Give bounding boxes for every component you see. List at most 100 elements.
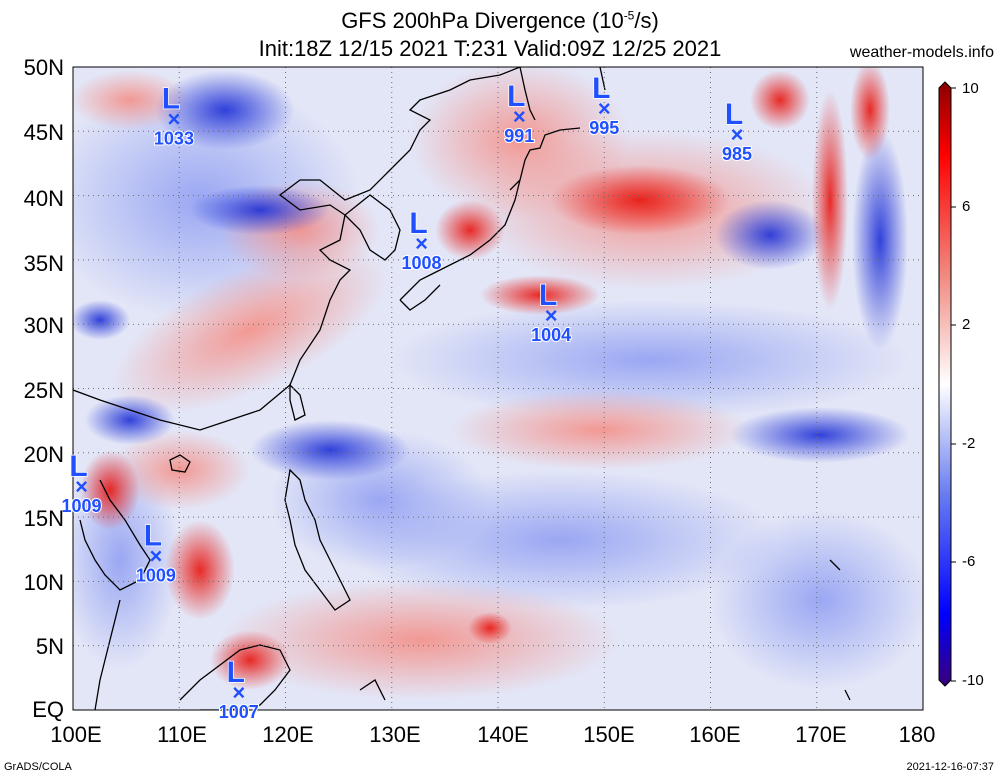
lat-label-10n: 10N — [23, 570, 64, 595]
field-core — [190, 185, 330, 235]
field-core — [85, 395, 175, 445]
pressure-low: L×985 — [721, 97, 753, 165]
field-core — [250, 420, 410, 480]
lat-label-25n: 25N — [23, 378, 64, 403]
field-core — [73, 300, 130, 340]
coastlines — [73, 67, 851, 710]
low-pressure-value: 1009 — [61, 496, 101, 516]
map-subtitle: Init:18Z 12/15 2021 T:231 Valid:09Z 12/2… — [0, 36, 1000, 62]
low-center-marker: × — [168, 106, 181, 131]
field-core — [750, 70, 810, 130]
render-timestamp: 2021-12-16-07:37 — [906, 761, 994, 773]
low-center-marker: × — [545, 303, 558, 328]
low-pressure-value: 1009 — [136, 566, 176, 586]
field-core — [550, 165, 730, 235]
field-patch — [390, 300, 910, 420]
indochina-coast — [79, 479, 151, 591]
field-core — [852, 130, 908, 350]
low-symbol: L — [592, 72, 610, 105]
field-core — [812, 90, 848, 310]
lon-label-160e: 160E — [689, 722, 741, 747]
lat-label-5n: 5N — [35, 634, 64, 659]
japan-coast — [399, 127, 581, 311]
map-subtitle-text: Init:18Z 12/15 2021 T:231 Valid:09Z 12/2… — [258, 36, 722, 61]
field-core — [730, 407, 910, 463]
low-pressure-value: 1004 — [531, 325, 571, 345]
pressure-low: L×1033 — [153, 82, 195, 150]
map-title-main: GFS 200hPa Divergence (10 — [341, 8, 624, 33]
field-core — [715, 200, 825, 270]
pressure-low: L×1007 — [218, 655, 260, 723]
low-center-marker: × — [731, 122, 744, 147]
low-pressure-value: 991 — [504, 126, 534, 146]
lon-label-120e: 120E — [262, 722, 314, 747]
map-title-exponent: -5 — [623, 8, 635, 23]
pressure-low: L×995 — [588, 71, 620, 139]
field-core — [850, 67, 890, 160]
low-center-marker: × — [598, 96, 611, 121]
low-symbol: L — [409, 207, 427, 240]
low-symbol: L — [507, 80, 525, 113]
low-center-marker: × — [75, 474, 88, 499]
lon-label-170e: 170E — [795, 722, 847, 747]
lon-label-100e: 100E — [50, 722, 102, 747]
pressure-low: L×1009 — [60, 449, 102, 517]
lon-label-110e: 110E — [157, 722, 207, 747]
field-core — [165, 520, 235, 620]
low-center-marker: × — [232, 680, 245, 705]
colorbar-label-m2: -2 — [962, 435, 976, 452]
lon-label-150e: 150E — [583, 722, 635, 747]
field-core — [435, 200, 505, 260]
lon-label-180: 180 — [898, 722, 936, 747]
field-core — [80, 450, 140, 530]
field-core — [210, 630, 290, 690]
map-frame — [72, 66, 924, 711]
hainan-coast — [169, 454, 191, 473]
low-center-marker: × — [415, 231, 428, 256]
low-pressure-value: 985 — [722, 144, 752, 164]
lat-label-eq: EQ — [32, 697, 64, 722]
lat-label-20n: 20N — [23, 442, 64, 467]
sakhalin-coast — [519, 67, 606, 121]
mainland-coast — [73, 67, 521, 431]
field-core — [480, 275, 600, 315]
site-label: weather-models.info — [849, 44, 994, 61]
lat-label-35n: 35N — [23, 251, 64, 276]
peninsula-coast — [94, 599, 121, 710]
low-symbol: L — [725, 98, 743, 131]
map-title-unit: /s) — [634, 8, 659, 33]
field-core — [468, 612, 512, 644]
korea-coast — [344, 194, 401, 261]
lat-label-45n: 45N — [23, 120, 64, 145]
low-center-marker: × — [513, 104, 526, 129]
lat-label-30n: 30N — [23, 313, 64, 338]
colorbar — [938, 81, 956, 687]
colorbar-label-m10: -10 — [962, 672, 984, 689]
low-pressure-value: 1007 — [219, 702, 259, 722]
low-symbol: L — [539, 279, 557, 312]
colorbar-label-m6: -6 — [962, 553, 976, 570]
lat-label-15n: 15N — [23, 506, 64, 531]
low-pressure-value: 1033 — [154, 128, 194, 148]
philippines-coast — [284, 468, 351, 611]
island-coasts — [359, 559, 851, 701]
low-pressure-value: 995 — [589, 118, 619, 138]
lon-label-130e: 130E — [369, 722, 421, 747]
divergence-field — [73, 67, 923, 710]
low-pressure-value: 1008 — [401, 253, 441, 273]
software-credit: GrADS/COLA — [4, 761, 72, 773]
field-patch — [220, 580, 620, 700]
field-patch — [111, 246, 389, 414]
field-core — [155, 70, 295, 150]
field-patch — [110, 430, 250, 510]
pressure-low: L×1008 — [400, 206, 442, 274]
low-symbol: L — [227, 656, 245, 689]
pressure-low: L×1004 — [530, 278, 572, 346]
colorbar-label-2: 2 — [962, 316, 971, 333]
low-symbol: L — [69, 450, 87, 483]
lat-lon-grid — [73, 67, 923, 710]
field-patch — [450, 390, 750, 470]
lat-label-40n: 40N — [23, 186, 64, 211]
